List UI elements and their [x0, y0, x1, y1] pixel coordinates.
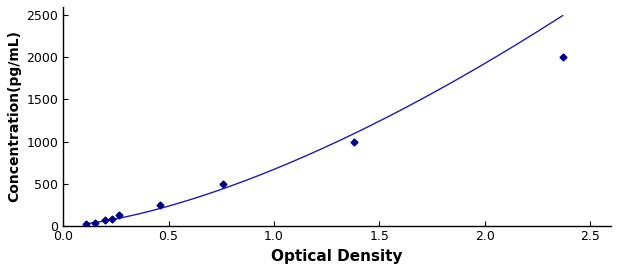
X-axis label: Optical Density: Optical Density [271, 249, 403, 264]
Y-axis label: Concentration(pg/mL): Concentration(pg/mL) [7, 30, 21, 202]
